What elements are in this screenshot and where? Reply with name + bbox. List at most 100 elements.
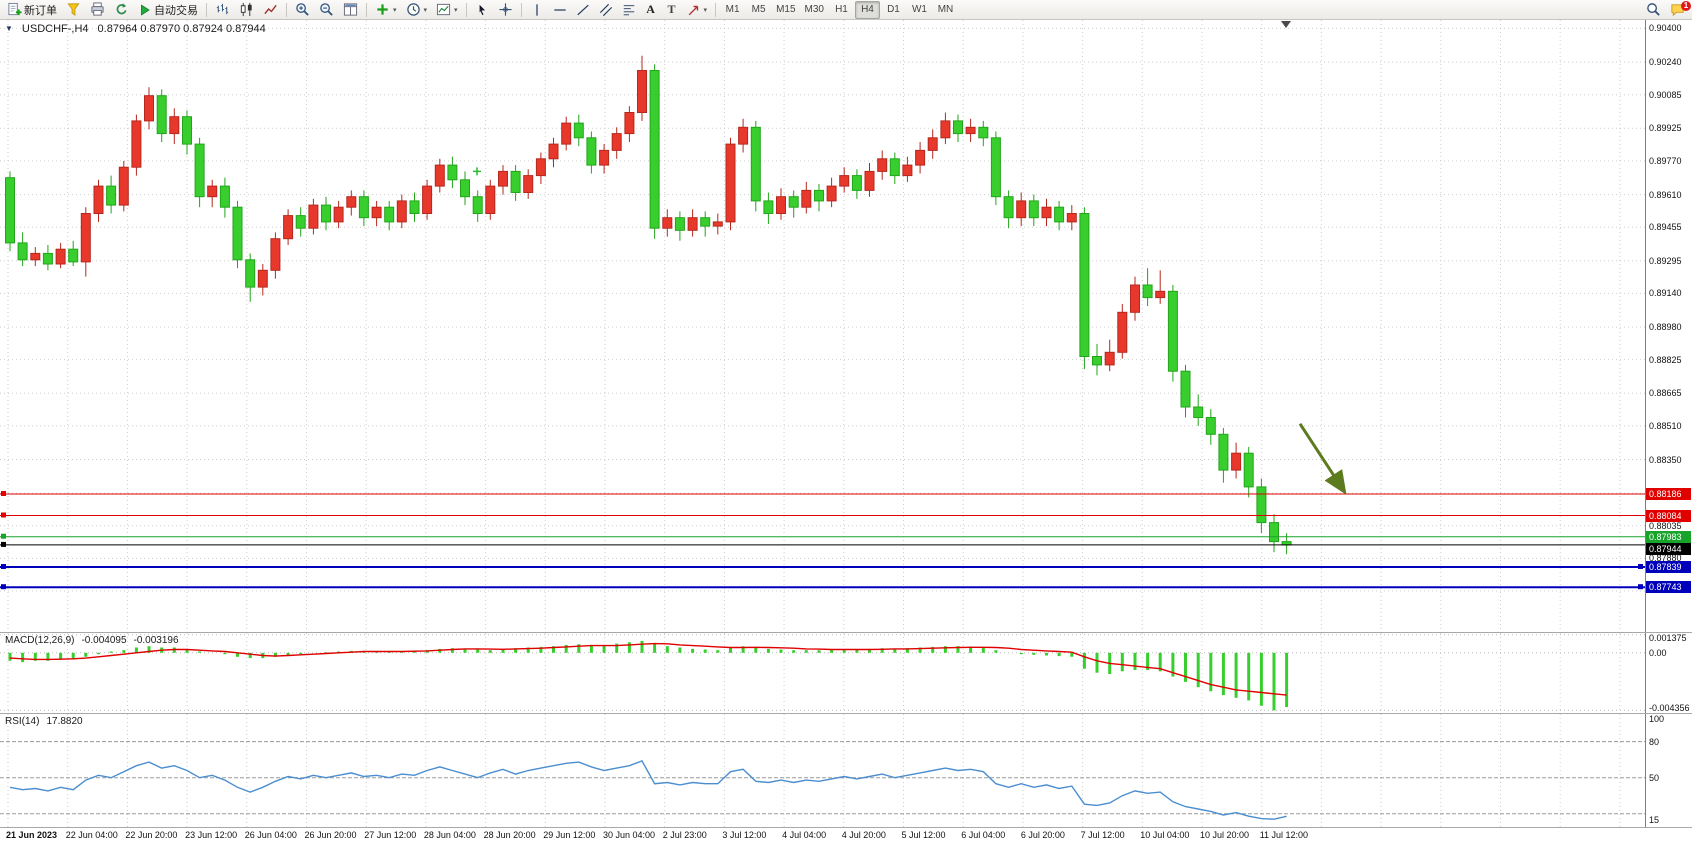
horizontal-line-button[interactable]: [549, 1, 571, 19]
rsi-label-row: RSI(14) 17.8820: [5, 716, 83, 727]
chart-dropdown-icon[interactable]: ▼: [5, 24, 13, 33]
zoom-in-icon: [295, 2, 310, 17]
panel-splitter[interactable]: [0, 632, 1692, 633]
channel-icon: [599, 3, 613, 17]
bar-chart-button[interactable]: [211, 1, 234, 19]
macd-canvas[interactable]: MACD(12,26,9) -0.004095 -0.003196: [0, 633, 1645, 713]
search-icon: [1646, 2, 1661, 17]
timeframe-button-w1[interactable]: W1: [911, 4, 927, 15]
panel-splitter[interactable]: [0, 827, 1692, 828]
time-axis-label: 10 Jul 20:00: [1200, 830, 1250, 840]
price-axis-label: 0.89610: [1649, 189, 1682, 200]
refresh-icon: [114, 2, 129, 17]
channel-button[interactable]: [595, 1, 617, 19]
rsi-axis-label: 50: [1649, 772, 1660, 783]
hline-icon: [553, 3, 567, 17]
templates-button[interactable]: ▾: [432, 1, 462, 19]
main-chart-canvas[interactable]: ▼ USDCHF-,H4 0.87964 0.87970 0.87924 0.8…: [0, 20, 1645, 632]
indicators-button[interactable]: ▾: [371, 1, 401, 19]
zoom-in-button[interactable]: [291, 1, 314, 19]
label-button[interactable]: T: [662, 1, 682, 19]
price-axis-label: 0.89140: [1649, 288, 1682, 299]
time-axis-label: 26 Jun 04:00: [244, 830, 297, 840]
resistance-line-2-price-badge: 0.88084: [1646, 509, 1691, 522]
macd-value-signal: -0.003196: [133, 635, 179, 646]
time-axis-label: 4 Jul 20:00: [841, 830, 886, 840]
timeframe-button-m15[interactable]: M15: [776, 4, 796, 15]
timeframe-button-h1[interactable]: H1: [835, 4, 848, 15]
toolbar-separator: [715, 2, 717, 17]
time-axis[interactable]: 21 Jun 2023 22 Jun 04:00 22 Jun 20:00 23 Ju…: [0, 828, 1692, 844]
main-chart-panel: ▼ USDCHF-,H4 0.87964 0.87970 0.87924 0.8…: [0, 20, 1692, 632]
new-order-icon: [7, 2, 22, 17]
timeframe-button-m1[interactable]: M1: [725, 4, 740, 15]
rsi-axis-label: 100: [1649, 714, 1665, 724]
rsi-axis-label: 15: [1649, 814, 1660, 825]
timeframe-button-d1[interactable]: D1: [887, 4, 900, 15]
macd-axis-label: -0.004356: [1649, 703, 1690, 713]
label-icon: T: [667, 2, 676, 16]
print-button[interactable]: [86, 1, 109, 19]
play-icon: [138, 3, 152, 17]
macd-axis[interactable]: 0.001375 0.00 -0.004356: [1645, 633, 1691, 713]
vertical-line-button[interactable]: [526, 1, 548, 19]
timeframe-button-m5[interactable]: M5: [751, 4, 766, 15]
time-axis-label: 22 Jun 04:00: [65, 830, 118, 840]
panel-splitter[interactable]: [0, 713, 1692, 714]
price-axis-label: 0.90400: [1649, 23, 1682, 34]
time-axis-label: 2 Jul 23:00: [662, 830, 707, 840]
rsi-axis[interactable]: 100 80 50 15: [1645, 714, 1691, 827]
dropdown-caret-icon: ▾: [703, 6, 708, 14]
toolbar-separator: [465, 2, 467, 17]
price-axis[interactable]: 0.90400 0.90240 0.90085 0.89925 0.89770 0.896…: [1645, 20, 1691, 632]
cursor-icon: [475, 3, 489, 17]
search-button[interactable]: [1642, 1, 1665, 19]
time-axis-label: 6 Jul 04:00: [961, 830, 1006, 840]
timeframe-button-h4[interactable]: H4: [854, 0, 880, 19]
crosshair-button[interactable]: [494, 1, 517, 19]
price-axis-label: 0.87880: [1649, 553, 1682, 564]
auto-trading-button[interactable]: 自动交易: [134, 1, 202, 19]
timeframe-button-m30[interactable]: M30: [804, 4, 824, 15]
candlestick-button[interactable]: [235, 1, 258, 19]
macd-axis-label: 0.001375: [1649, 633, 1687, 643]
price-axis-label: 0.88350: [1649, 454, 1682, 465]
macd-value-main: -0.004095: [81, 635, 127, 646]
arrow-tool-icon: [687, 3, 701, 17]
time-axis-label: 21 Jun 2023: [6, 830, 58, 840]
price-axis-label: 0.89295: [1649, 255, 1682, 266]
tile-windows-button[interactable]: [339, 1, 362, 19]
line-chart-icon: [263, 2, 278, 17]
line-chart-button[interactable]: [259, 1, 282, 19]
clock-icon: [406, 2, 421, 17]
zoom-out-button[interactable]: [315, 1, 338, 19]
trendline-button[interactable]: [572, 1, 594, 19]
macd-label-row: MACD(12,26,9) -0.004095 -0.003196: [5, 635, 179, 646]
toolbar-separator: [520, 2, 522, 17]
cursor-button[interactable]: [471, 1, 493, 19]
rsi-canvas[interactable]: RSI(14) 17.8820: [0, 714, 1645, 827]
fibonacci-button[interactable]: [618, 1, 640, 19]
dropdown-caret-icon: ▾: [454, 6, 458, 14]
current-price-line-price-badge: 0.87944: [1646, 542, 1691, 555]
dropdown-caret-icon: ▾: [393, 6, 397, 14]
toolbar-separator: [206, 2, 207, 17]
mql5-button[interactable]: [62, 1, 85, 19]
community-button[interactable]: 1: [1666, 0, 1691, 19]
text-button[interactable]: A: [641, 1, 661, 19]
periods-button[interactable]: ▾: [402, 1, 432, 19]
text-icon: A: [646, 2, 655, 16]
refresh-button[interactable]: [110, 1, 133, 19]
price-axis-label: 0.88825: [1649, 354, 1682, 365]
time-axis-label: 11 Jul 12:00: [1259, 830, 1309, 840]
support-line-green-price-badge: 0.87983: [1646, 530, 1691, 543]
price-axis-label: 0.90240: [1649, 57, 1682, 68]
tile-windows-icon: [343, 2, 358, 17]
toolbar-separator: [286, 2, 287, 17]
new-order-button[interactable]: 新订单: [3, 1, 61, 19]
timeframe-button-mn[interactable]: MN: [937, 4, 954, 15]
arrows-button[interactable]: ▾: [683, 1, 712, 19]
time-axis-label: 4 Jul 04:00: [782, 830, 827, 840]
resistance-line-1-price-badge: 0.88186: [1646, 488, 1691, 500]
